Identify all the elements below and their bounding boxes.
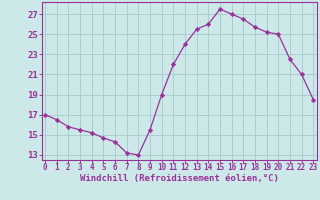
X-axis label: Windchill (Refroidissement éolien,°C): Windchill (Refroidissement éolien,°C): [80, 174, 279, 183]
